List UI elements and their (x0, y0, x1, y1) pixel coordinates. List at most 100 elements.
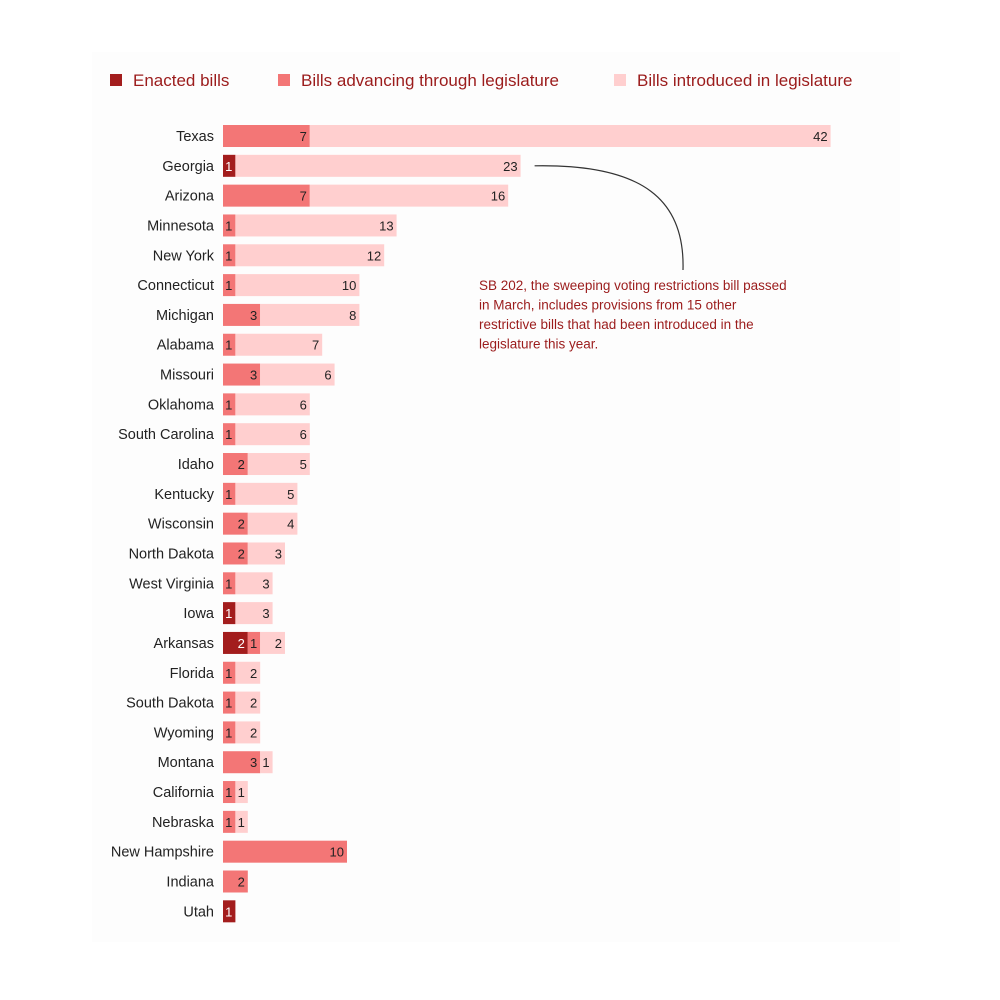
state-label-georgia: Georgia (162, 159, 215, 175)
state-label-idaho: Idaho (178, 457, 214, 473)
bar-value-introduced-minnesota: 13 (379, 218, 393, 233)
state-label-new-hampshire: New Hampshire (111, 845, 214, 861)
bar-value-introduced-connecticut: 10 (342, 278, 356, 293)
bar-value-advancing-texas: 7 (300, 129, 307, 144)
bar-advancing-arkansas (247, 631, 261, 654)
state-label-west-virginia: West Virginia (129, 576, 215, 592)
bar-value-introduced-florida: 2 (250, 666, 257, 681)
bar-value-enacted-georgia: 1 (225, 159, 232, 174)
state-label-arizona: Arizona (165, 189, 215, 205)
bar-introduced-oklahoma (235, 393, 310, 416)
bar-value-introduced-iowa: 3 (262, 606, 269, 621)
bar-value-advancing-wisconsin: 2 (238, 517, 245, 532)
annotation-leader-line (534, 165, 684, 271)
state-label-arkansas: Arkansas (154, 636, 214, 652)
state-label-iowa: Iowa (183, 606, 215, 622)
state-label-south-dakota: South Dakota (126, 696, 215, 712)
bar-advancing-michigan (223, 303, 261, 326)
bar-advancing-indiana (223, 870, 248, 893)
bar-introduced-south-carolina (235, 423, 310, 446)
bar-advancing-minnesota (223, 214, 236, 237)
annotation-text-line: SB 202, the sweeping voting restrictions… (479, 278, 787, 293)
bar-value-advancing-montana: 3 (250, 755, 257, 770)
bar-value-advancing-michigan: 3 (250, 308, 257, 323)
bar-advancing-idaho (223, 453, 248, 476)
bar-advancing-west-virginia (223, 572, 236, 595)
bar-value-introduced-nebraska: 1 (238, 815, 245, 830)
bar-row-utah: 1 (223, 900, 236, 923)
bar-value-advancing-arizona: 7 (300, 189, 307, 204)
state-label-florida: Florida (170, 666, 215, 682)
bar-advancing-arizona (223, 184, 310, 207)
bar-value-introduced-arizona: 16 (491, 189, 505, 204)
bar-introduced-alabama (235, 333, 323, 356)
bar-introduced-arizona (309, 184, 509, 207)
bar-enacted-iowa (223, 602, 236, 625)
bar-value-advancing-florida: 1 (225, 666, 232, 681)
bar-advancing-south-dakota (223, 691, 236, 714)
annotation-text-line: restrictive bills that had been introduc… (479, 317, 754, 332)
bar-value-advancing-new-york: 1 (225, 248, 232, 263)
bar-value-introduced-montana: 1 (262, 755, 269, 770)
bar-advancing-south-carolina (223, 423, 236, 446)
state-label-wisconsin: Wisconsin (148, 517, 214, 533)
legend-item-enacted: Enacted bills (110, 71, 229, 90)
legend-label-introduced: Bills introduced in legislature (637, 71, 852, 90)
state-label-connecticut: Connecticut (137, 278, 214, 294)
bar-value-advancing-new-hampshire: 10 (330, 845, 344, 860)
bar-value-introduced-wisconsin: 4 (287, 517, 294, 532)
bar-value-advancing-idaho: 2 (238, 457, 245, 472)
bar-advancing-montana (223, 751, 261, 774)
bar-row-new-hampshire: 10 (223, 840, 347, 863)
bar-advancing-north-dakota (223, 542, 248, 565)
bar-value-introduced-california: 1 (238, 785, 245, 800)
bar-introduced-north-dakota (247, 542, 285, 565)
bar-value-advancing-wyoming: 1 (225, 725, 232, 740)
bar-introduced-wyoming (235, 721, 261, 744)
bar-value-advancing-kentucky: 1 (225, 487, 232, 502)
legend-item-advancing: Bills advancing through legislature (278, 71, 559, 90)
bar-introduced-arkansas (260, 631, 285, 654)
legend-swatch-enacted (110, 74, 122, 86)
bar-introduced-california (235, 781, 248, 804)
bar-introduced-nebraska (235, 810, 248, 833)
bar-value-introduced-oklahoma: 6 (300, 397, 307, 412)
bar-introduced-texas (309, 125, 831, 147)
bar-advancing-wisconsin (223, 512, 248, 535)
bar-value-introduced-south-dakota: 2 (250, 696, 257, 711)
bar-value-advancing-alabama: 1 (225, 338, 232, 353)
bar-value-introduced-idaho: 5 (300, 457, 307, 472)
bar-value-advancing-indiana: 2 (238, 875, 245, 890)
legend-swatch-advancing (278, 74, 290, 86)
annotation-text-line: legislature this year. (479, 337, 598, 352)
bar-value-advancing-oklahoma: 1 (225, 397, 232, 412)
bar-value-enacted-iowa: 1 (225, 606, 232, 621)
state-label-indiana: Indiana (166, 875, 215, 891)
bar-advancing-alabama (223, 333, 236, 356)
bar-enacted-georgia (223, 154, 236, 177)
bar-introduced-kentucky (235, 482, 298, 505)
bar-introduced-wisconsin (247, 512, 298, 535)
state-label-nebraska: Nebraska (152, 815, 215, 831)
bar-advancing-nebraska (223, 810, 236, 833)
bar-introduced-minnesota (235, 214, 397, 237)
bar-row-arizona: 7 16 (223, 184, 509, 207)
bar-introduced-new-york (235, 244, 385, 267)
bar-row-indiana: 2 (223, 870, 248, 893)
bar-introduced-missouri (260, 363, 335, 386)
state-label-alabama: Alabama (157, 338, 215, 354)
bar-value-enacted-utah: 1 (225, 904, 232, 919)
bar-advancing-new-hampshire (223, 840, 347, 863)
